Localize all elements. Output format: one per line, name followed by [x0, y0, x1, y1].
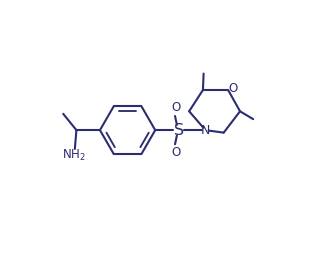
Text: NH$_2$: NH$_2$: [62, 148, 86, 163]
Text: O: O: [229, 82, 238, 95]
Text: N: N: [201, 124, 210, 137]
Text: O: O: [171, 146, 180, 159]
Text: S: S: [174, 123, 184, 138]
Text: O: O: [171, 101, 180, 114]
